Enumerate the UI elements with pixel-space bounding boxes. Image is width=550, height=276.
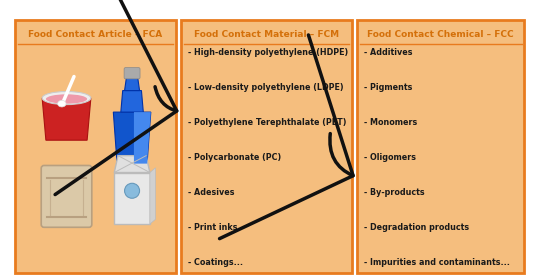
FancyBboxPatch shape <box>357 20 525 273</box>
Text: - Additives: - Additives <box>364 48 413 57</box>
FancyBboxPatch shape <box>15 20 176 273</box>
FancyBboxPatch shape <box>114 172 150 224</box>
Text: - Low-density polyethylene (LDPE): - Low-density polyethylene (LDPE) <box>188 83 344 92</box>
Text: - Polyethylene Terephthalate (PET): - Polyethylene Terephthalate (PET) <box>188 118 346 127</box>
Text: - Degradation products: - Degradation products <box>364 223 470 232</box>
Text: - Polycarbonate (PC): - Polycarbonate (PC) <box>188 153 282 162</box>
Text: - By-products: - By-products <box>364 188 425 197</box>
Polygon shape <box>121 91 144 112</box>
FancyBboxPatch shape <box>124 68 140 79</box>
Polygon shape <box>42 98 91 140</box>
Ellipse shape <box>42 92 91 105</box>
Polygon shape <box>150 168 156 224</box>
Ellipse shape <box>124 183 140 198</box>
Text: - Oligomers: - Oligomers <box>364 153 416 162</box>
Ellipse shape <box>46 94 87 104</box>
Text: - Print inks: - Print inks <box>188 223 238 232</box>
Text: Food Contact Article – FCA: Food Contact Article – FCA <box>29 30 163 39</box>
Ellipse shape <box>58 100 66 107</box>
Text: - Monomers: - Monomers <box>364 118 417 127</box>
FancyBboxPatch shape <box>41 166 92 227</box>
Text: - High-density polyethylene (HDPE): - High-density polyethylene (HDPE) <box>188 48 349 57</box>
Text: Food Contact Chemical – FCC: Food Contact Chemical – FCC <box>367 30 514 39</box>
Polygon shape <box>134 112 151 164</box>
Polygon shape <box>114 156 150 172</box>
FancyBboxPatch shape <box>181 20 352 273</box>
Polygon shape <box>113 112 151 164</box>
Text: - Adesives: - Adesives <box>188 188 235 197</box>
Polygon shape <box>124 78 140 91</box>
Text: - Impurities and contaminants...: - Impurities and contaminants... <box>364 258 510 267</box>
Text: - Pigments: - Pigments <box>364 83 412 92</box>
Text: Food Contact Material – FCM: Food Contact Material – FCM <box>194 30 339 39</box>
Text: - Coatings...: - Coatings... <box>188 258 243 267</box>
